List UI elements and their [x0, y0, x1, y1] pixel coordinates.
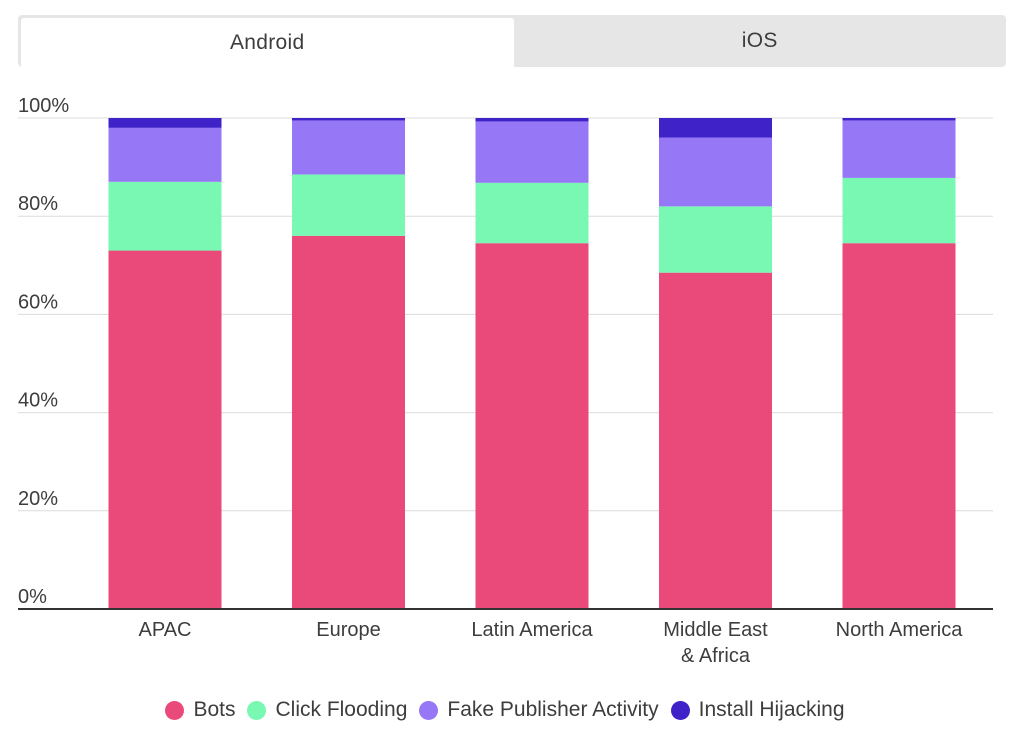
tab-android[interactable]: Android	[21, 18, 514, 67]
bar-segment-bots	[292, 235, 405, 609]
bar-segment-click-flooding	[108, 181, 222, 251]
bar-segment-fake-publisher-activity	[659, 137, 772, 207]
bar-segment-install-hijacking	[108, 118, 222, 128]
y-tick-label: 0%	[18, 586, 47, 608]
bar-segment-click-flooding	[475, 182, 589, 244]
bar-segment-fake-publisher-activity	[292, 120, 405, 175]
x-tick-label: APAC	[139, 619, 192, 641]
x-tick-label: Europe	[316, 619, 381, 641]
legend-label: Fake Publisher Activity	[447, 698, 659, 721]
y-tick-label: 80%	[18, 193, 58, 215]
platform-tabs: Android iOS	[18, 15, 1006, 67]
bar-segment-bots	[842, 243, 956, 609]
bar-segment-fake-publisher-activity	[475, 121, 589, 183]
legend-swatch	[165, 700, 185, 720]
y-tick-label: 100%	[18, 95, 69, 117]
y-tick-label: 20%	[18, 488, 58, 510]
legend-item-install-hijacking[interactable]: Install Hijacking	[670, 698, 845, 722]
legend-swatch	[247, 700, 267, 720]
bar-segment-bots	[108, 250, 222, 609]
bar-segment-fake-publisher-activity	[842, 120, 956, 178]
legend-item-click-flooding[interactable]: Click Flooding	[247, 698, 407, 722]
bar-segment-bots	[475, 243, 589, 609]
y-tick-label: 60%	[18, 291, 58, 313]
x-tick-label: North America	[836, 619, 964, 641]
bar-segment-fake-publisher-activity	[108, 127, 222, 182]
bar-segment-install-hijacking	[475, 118, 589, 122]
x-tick-label: Latin America	[471, 619, 593, 641]
bar-segment-install-hijacking	[842, 118, 956, 121]
bar-segment-click-flooding	[659, 206, 772, 273]
bar-segment-install-hijacking	[659, 118, 772, 138]
legend-label: Install Hijacking	[698, 698, 845, 721]
bar-segment-click-flooding	[842, 177, 956, 244]
legend-swatch	[419, 700, 439, 720]
legend-swatch	[670, 700, 690, 720]
x-tick-label: Middle East & Africa	[663, 619, 768, 667]
chart-legend: Bots Click Flooding Fake Publisher Activit…	[0, 698, 1010, 722]
bar-segment-install-hijacking	[292, 118, 405, 121]
y-tick-label: 40%	[18, 390, 58, 412]
tab-ios[interactable]: iOS	[741, 29, 778, 52]
bar-segment-click-flooding	[292, 174, 405, 236]
legend-item-bots[interactable]: Bots	[165, 698, 235, 722]
legend-label: Bots	[193, 698, 236, 721]
bar-segment-bots	[659, 272, 772, 609]
legend-label: Click Flooding	[275, 698, 408, 721]
legend-item-fake-publisher-activity[interactable]: Fake Publisher Activity	[419, 698, 659, 722]
